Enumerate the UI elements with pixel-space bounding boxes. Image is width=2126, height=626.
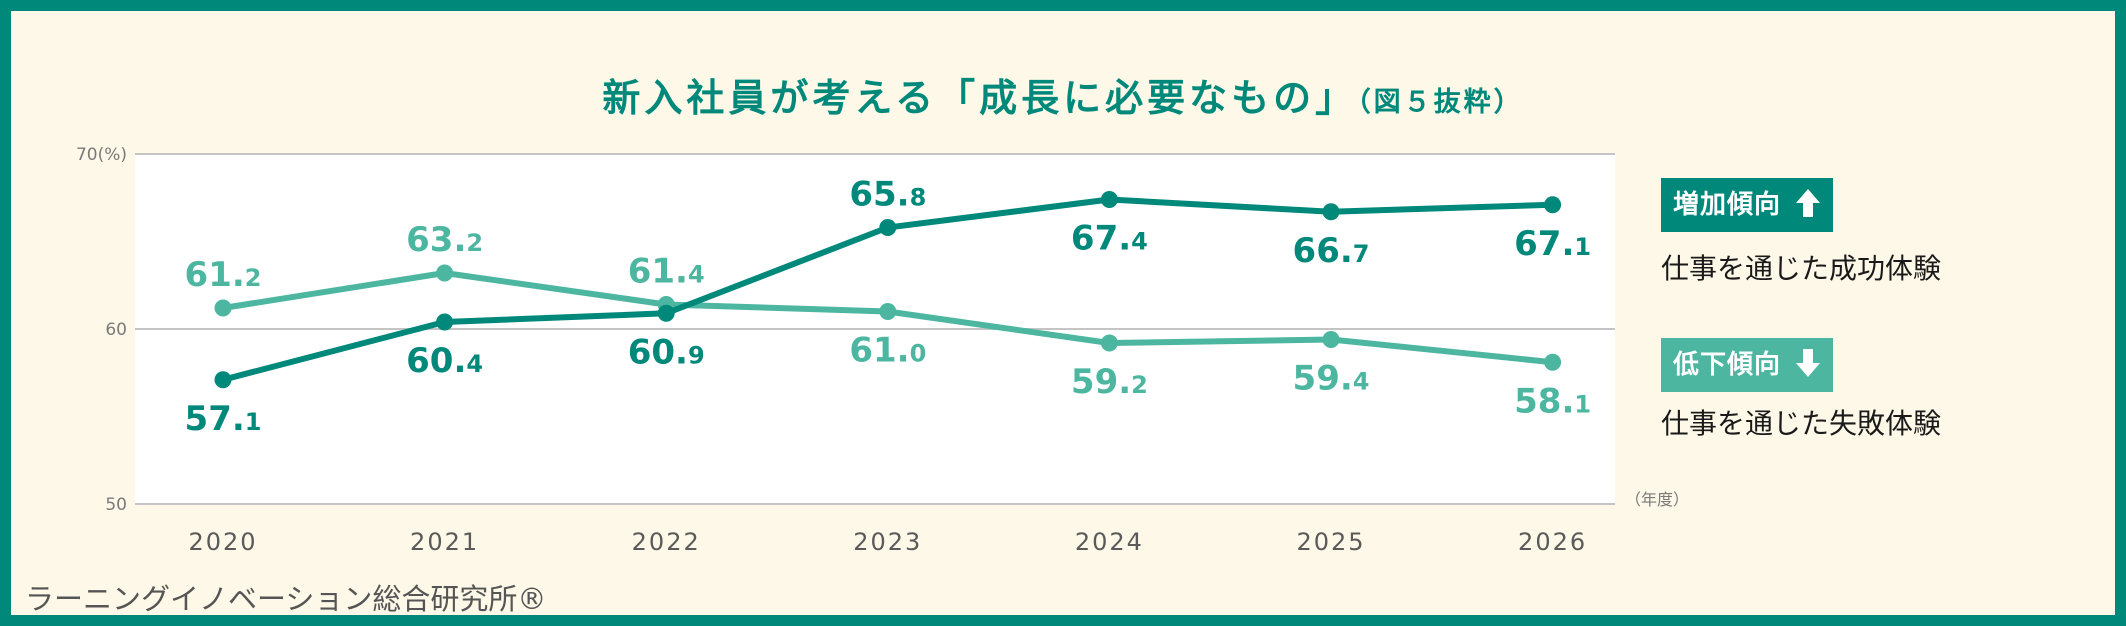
- y-tick-label: 50: [105, 495, 127, 515]
- data-point: [1100, 191, 1118, 208]
- legend-badge-increase-label: 増加傾向: [1673, 190, 1782, 220]
- data-point: [436, 264, 454, 282]
- legend-badge-decrease: 低下傾向: [1661, 338, 1834, 392]
- y-tick-label: 60: [105, 320, 127, 340]
- data-label: 67.1: [1514, 224, 1591, 264]
- x-tick-label: 2021: [410, 528, 479, 556]
- data-label: 59.4: [1293, 359, 1370, 399]
- arrow-up-icon: [1796, 189, 1821, 217]
- data-point: [1100, 334, 1118, 352]
- chart-title: 新入社員が考える「成長に必要なもの」（図５抜粋）: [11, 67, 2115, 122]
- data-label: 60.9: [628, 332, 705, 372]
- x-tick-label: 2026: [1518, 528, 1587, 556]
- data-point: [1544, 196, 1562, 214]
- data-label: 66.7: [1293, 231, 1370, 271]
- data-label: 60.4: [406, 341, 483, 381]
- data-label: 65.8: [849, 175, 926, 215]
- data-point: [657, 304, 675, 322]
- x-tick-label: 2023: [853, 528, 922, 556]
- legend-badge-increase: 増加傾向: [1661, 178, 1834, 232]
- x-tick-label: 2022: [632, 528, 701, 556]
- data-label: 58.1: [1514, 381, 1591, 421]
- data-label: 59.2: [1071, 362, 1148, 402]
- data-label: 67.4: [1071, 219, 1148, 259]
- x-tick-label: 2024: [1075, 528, 1144, 556]
- data-label: 57.1: [185, 399, 262, 439]
- data-label: 61.4: [628, 252, 705, 292]
- x-tick-label: 2020: [188, 528, 257, 556]
- arrow-down-icon: [1796, 349, 1821, 377]
- chart-title-sub: （図５抜粋）: [1357, 87, 1524, 118]
- data-point: [1322, 331, 1340, 348]
- x-tick-label: 2025: [1296, 528, 1365, 556]
- legend-label-success: 仕事を通じた成功体験: [1661, 252, 1942, 285]
- line-chart: 50 60 70(%) 2020 2021 2022 2023 2024 2025 2026 （年度…: [76, 145, 1689, 556]
- data-point: [1544, 353, 1562, 371]
- data-point: [214, 299, 232, 317]
- data-label: 63.2: [406, 220, 483, 260]
- y-tick-label: 70(%): [76, 145, 127, 165]
- data-label: 61.2: [185, 255, 262, 295]
- data-label: 61.0: [849, 331, 926, 371]
- data-point: [1322, 203, 1340, 221]
- data-point: [879, 219, 897, 236]
- x-axis-unit: （年度）: [1625, 490, 1689, 509]
- data-point: [214, 371, 232, 389]
- legend-badge-decrease-label: 低下傾向: [1673, 350, 1782, 380]
- legend-label-failure: 仕事を通じた失敗体験: [1661, 407, 1942, 440]
- chart-title-main: 新入社員が考える「成長に必要なもの」: [602, 76, 1358, 120]
- data-point: [436, 313, 454, 331]
- source-credit: ラーニングイノベーション総合研究所®: [25, 582, 547, 616]
- data-point: [879, 303, 897, 320]
